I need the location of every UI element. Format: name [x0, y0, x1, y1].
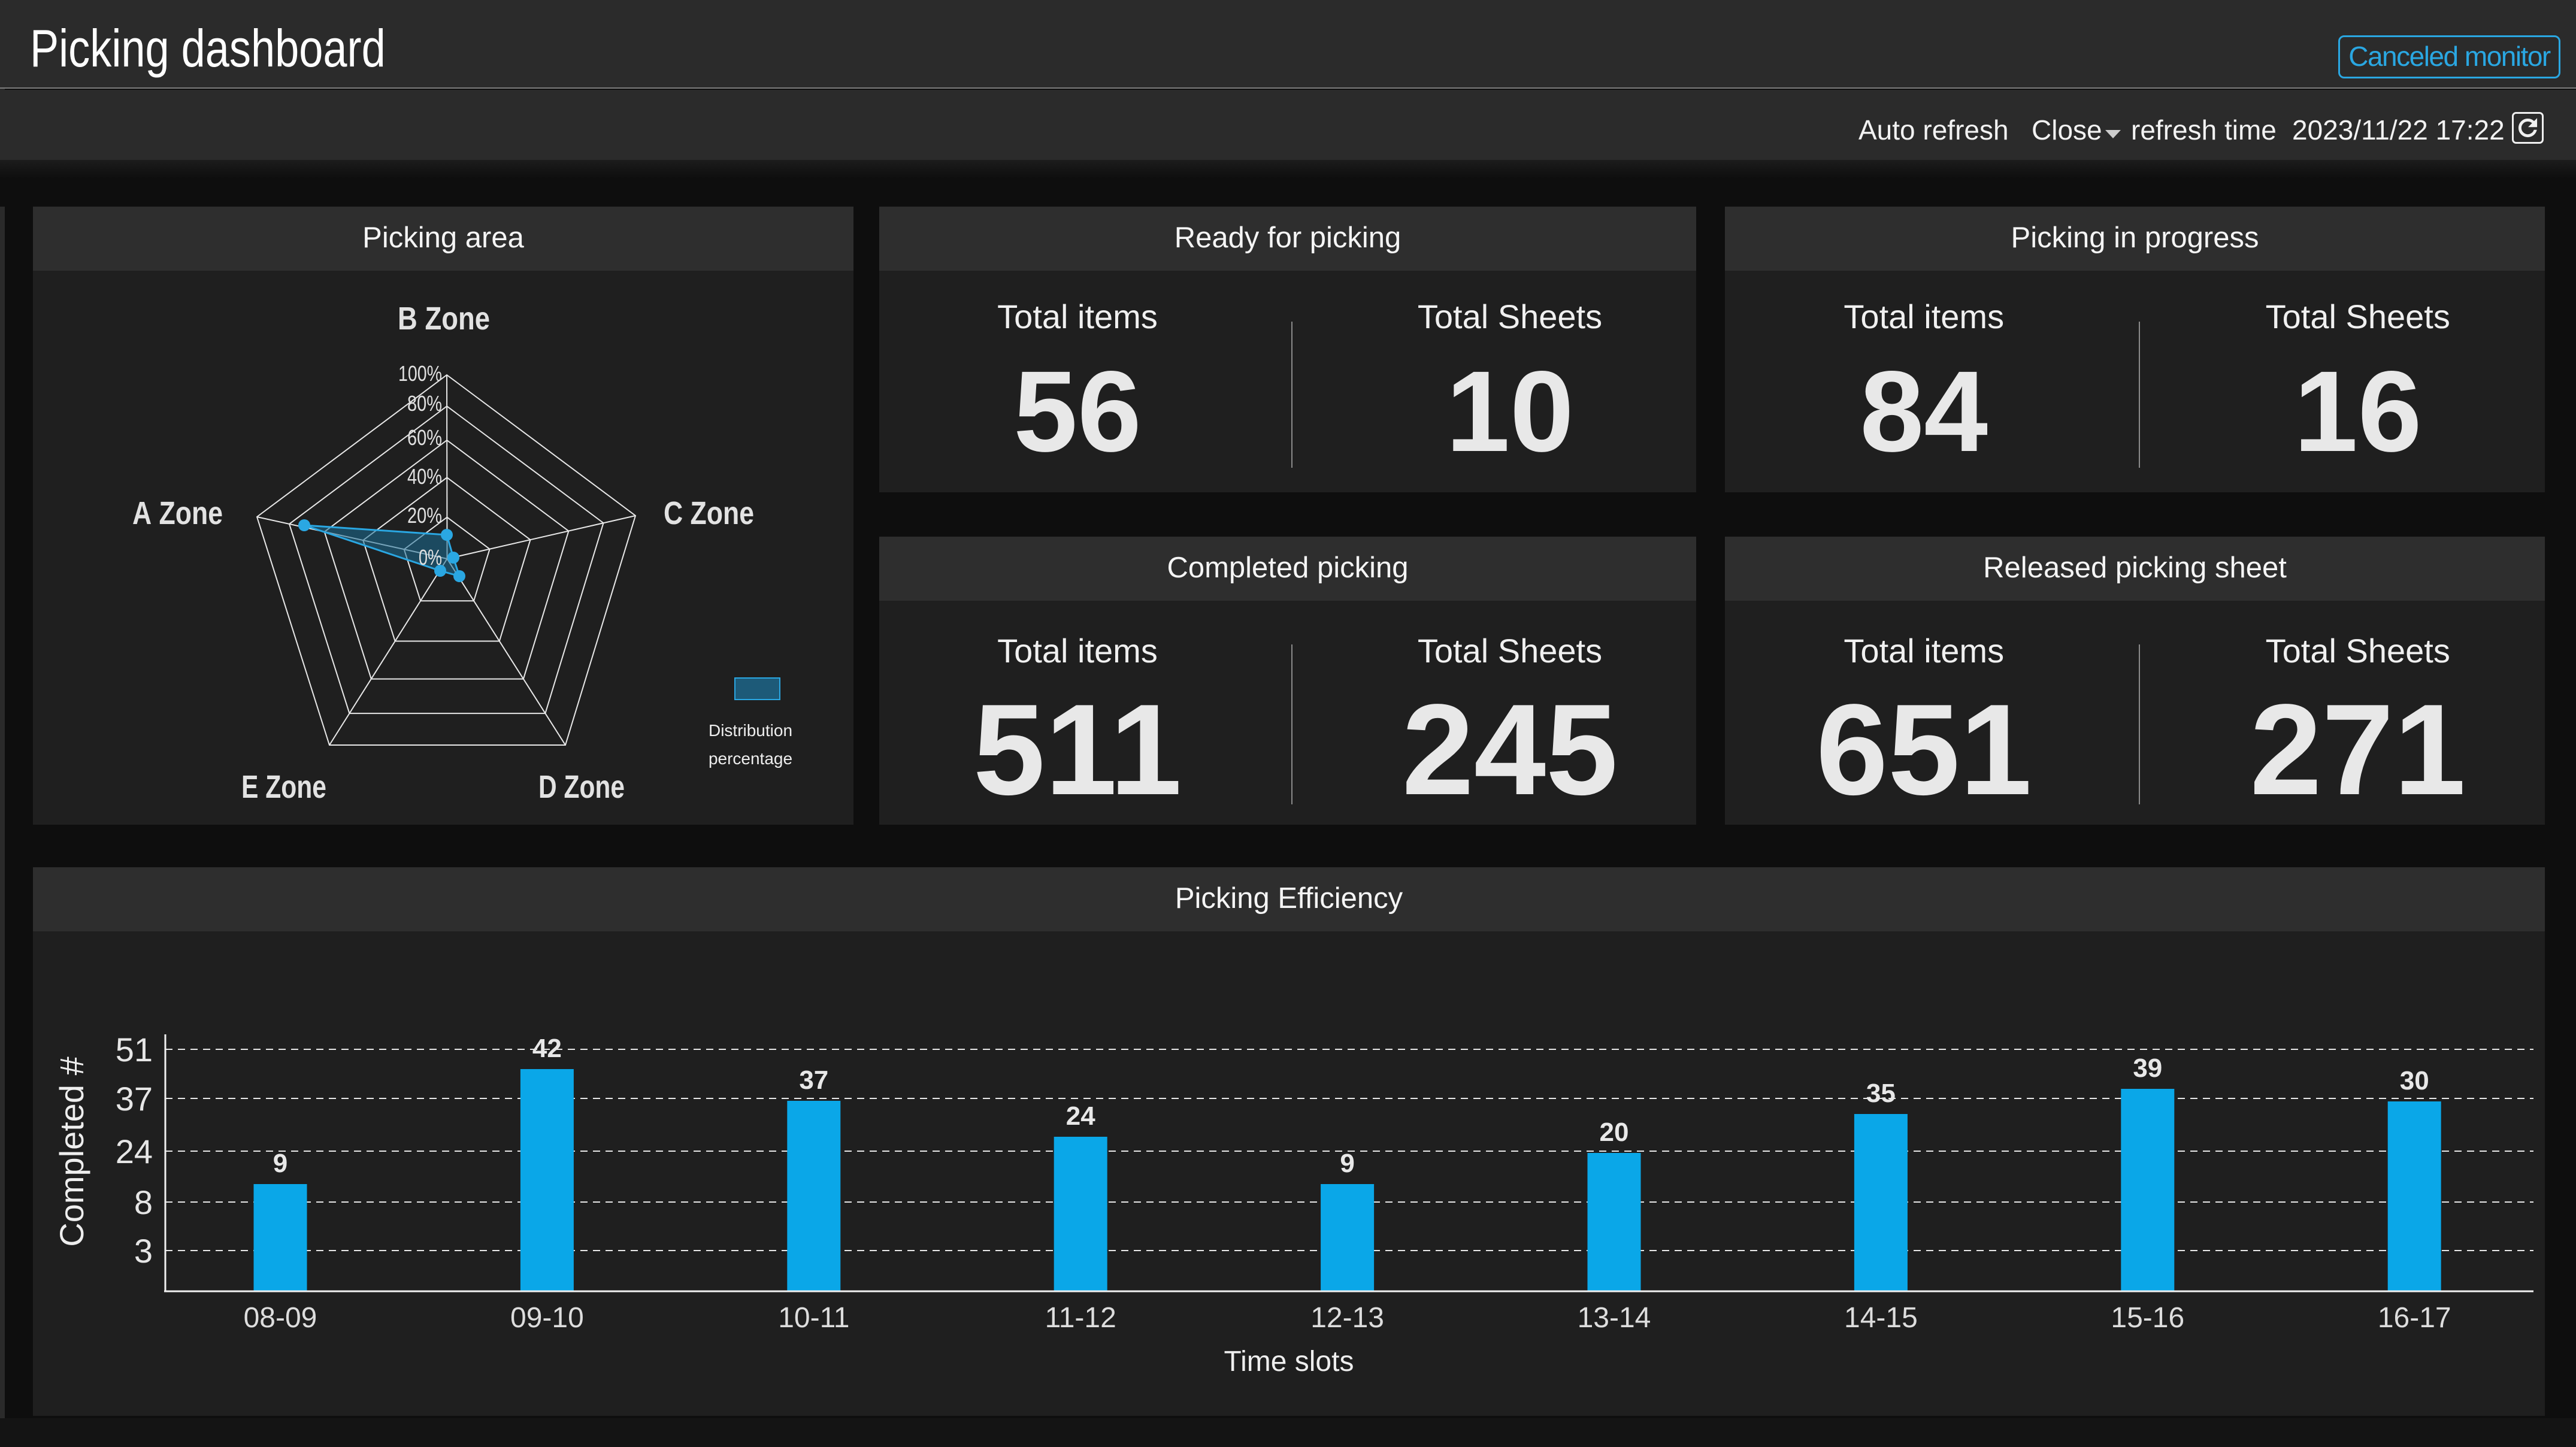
svg-text:A Zone: A Zone [132, 495, 223, 531]
svg-text:14-15: 14-15 [1844, 1302, 1918, 1334]
svg-text:40%: 40% [407, 464, 442, 489]
svg-text:E Zone: E Zone [241, 769, 326, 805]
svg-text:09-10: 09-10 [510, 1302, 584, 1334]
svg-text:30: 30 [2400, 1066, 2429, 1095]
svg-text:24: 24 [116, 1133, 153, 1170]
svg-text:42: 42 [532, 1034, 562, 1063]
svg-text:Time slots: Time slots [1224, 1346, 1354, 1378]
svg-text:percentage: percentage [709, 749, 792, 768]
svg-text:9: 9 [273, 1149, 287, 1178]
svg-text:9: 9 [1340, 1149, 1354, 1178]
svg-text:16-17: 16-17 [2378, 1302, 2451, 1334]
svg-text:39: 39 [2133, 1054, 2162, 1083]
svg-text:Completed #: Completed # [53, 1057, 90, 1247]
svg-text:20: 20 [1600, 1118, 1629, 1147]
svg-text:24: 24 [1066, 1101, 1095, 1131]
svg-text:60%: 60% [407, 425, 442, 450]
svg-text:100%: 100% [398, 361, 442, 386]
svg-text:0%: 0% [419, 545, 442, 570]
svg-text:37: 37 [116, 1080, 153, 1118]
svg-text:11-12: 11-12 [1045, 1302, 1116, 1334]
svg-text:C Zone: C Zone [664, 495, 754, 531]
svg-text:35: 35 [1866, 1079, 1896, 1108]
svg-text:08-09: 08-09 [244, 1302, 317, 1334]
svg-text:Distribution: Distribution [709, 721, 792, 740]
svg-text:B Zone: B Zone [398, 301, 490, 337]
svg-text:12-13: 12-13 [1310, 1302, 1384, 1334]
svg-text:15-16: 15-16 [2111, 1302, 2184, 1334]
svg-text:3: 3 [134, 1232, 153, 1270]
svg-text:D Zone: D Zone [538, 769, 625, 805]
svg-text:20%: 20% [407, 503, 442, 528]
svg-text:51: 51 [116, 1031, 153, 1068]
svg-text:10-11: 10-11 [778, 1302, 849, 1334]
svg-text:80%: 80% [407, 391, 442, 416]
svg-text:13-14: 13-14 [1578, 1302, 1651, 1334]
svg-text:37: 37 [799, 1065, 828, 1095]
svg-text:8: 8 [134, 1183, 153, 1221]
